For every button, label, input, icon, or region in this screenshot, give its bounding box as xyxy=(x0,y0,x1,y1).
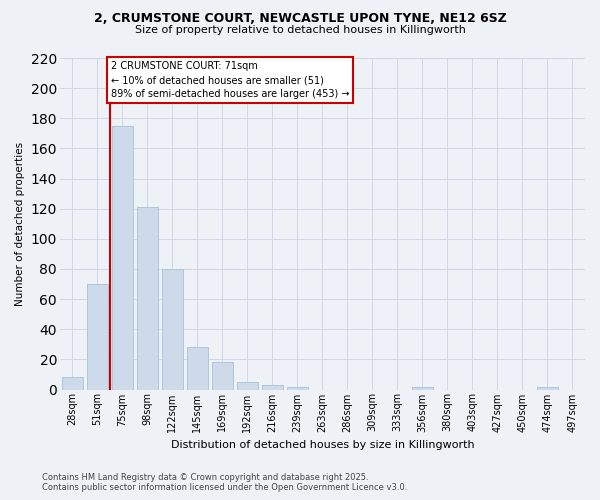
Bar xyxy=(62,378,83,390)
Bar xyxy=(537,386,558,390)
Bar xyxy=(112,126,133,390)
X-axis label: Distribution of detached houses by size in Killingworth: Distribution of detached houses by size … xyxy=(170,440,474,450)
Text: 2, CRUMSTONE COURT, NEWCASTLE UPON TYNE, NE12 6SZ: 2, CRUMSTONE COURT, NEWCASTLE UPON TYNE,… xyxy=(94,12,506,26)
Text: Contains HM Land Registry data © Crown copyright and database right 2025.
Contai: Contains HM Land Registry data © Crown c… xyxy=(42,473,407,492)
Bar xyxy=(137,207,158,390)
Bar xyxy=(287,386,308,390)
Bar xyxy=(212,362,233,390)
Text: Size of property relative to detached houses in Killingworth: Size of property relative to detached ho… xyxy=(134,25,466,35)
Bar xyxy=(187,348,208,390)
Bar xyxy=(162,269,183,390)
Bar xyxy=(87,284,108,390)
Text: 2 CRUMSTONE COURT: 71sqm
← 10% of detached houses are smaller (51)
89% of semi-d: 2 CRUMSTONE COURT: 71sqm ← 10% of detach… xyxy=(111,61,350,99)
Bar xyxy=(412,386,433,390)
Bar xyxy=(237,382,258,390)
Bar xyxy=(262,385,283,390)
Y-axis label: Number of detached properties: Number of detached properties xyxy=(15,142,25,306)
